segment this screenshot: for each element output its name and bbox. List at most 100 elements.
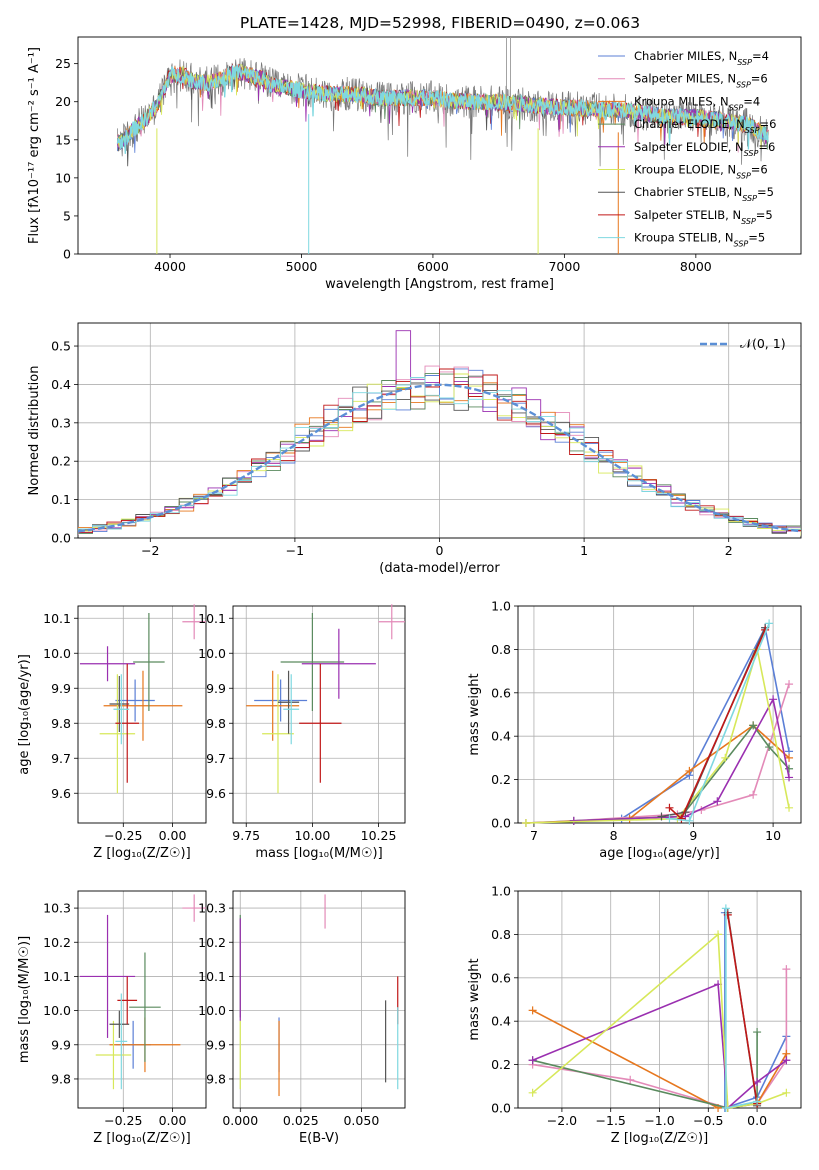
x-tick-label: 9.75 xyxy=(232,828,260,843)
x-axis-label: (data-model)/error xyxy=(379,561,500,576)
x-tick-label: 0.000 xyxy=(222,1113,258,1128)
mass-weight-line xyxy=(727,914,758,1104)
axes-frame xyxy=(77,322,802,539)
mass-weight-line xyxy=(724,912,788,1110)
y-axis-label: Normed distribution xyxy=(27,366,42,496)
y-tick-label: 10.0 xyxy=(43,646,71,661)
y-tick-label: 1.0 xyxy=(491,599,511,614)
mass-weight-line xyxy=(661,627,766,818)
x-tick-label: 6000 xyxy=(417,259,449,274)
y-tick-label: 0.0 xyxy=(491,1101,511,1116)
y-tick-label: 9.8 xyxy=(51,1071,71,1086)
x-tick-label: 1 xyxy=(580,543,588,558)
y-tick-label: 0.4 xyxy=(491,1014,511,1029)
mass-weight-line xyxy=(573,683,790,822)
mass-weight-marker xyxy=(713,797,722,806)
x-tick-label: −1 xyxy=(286,543,304,558)
y-tick-label: 0.8 xyxy=(491,642,511,657)
y-tick-label: 25 xyxy=(55,56,71,71)
y-tick-label: 0 xyxy=(63,247,71,262)
x-axis-label: Z [log₁₀(Z/Z☉)] xyxy=(93,846,190,861)
age-vs-Z-panel: −0.25 0.00 9.6 9.7 9.8 9.9 10.0 10.1 Z [log₁₀(Z/… xyxy=(17,604,207,861)
mass-weight-marker xyxy=(753,1028,762,1037)
y-tick-label: 9.9 xyxy=(206,1037,226,1052)
y-tick-label: 0.8 xyxy=(491,927,511,942)
mass-weight-line xyxy=(573,696,790,822)
mass-weight-marker xyxy=(765,743,774,752)
x-tick-label: 0 xyxy=(436,543,444,558)
mass-weight-marker xyxy=(769,695,778,704)
legend-entry: Kroupa MILES, NSSP=4 xyxy=(634,94,760,112)
x-axis-label: wavelength [Angstrom, rest frame] xyxy=(325,277,554,292)
axes-frame xyxy=(517,605,802,824)
mass-weight-marker xyxy=(657,812,666,821)
y-tick-label: 10.2 xyxy=(198,935,226,950)
y-tick-label: 10.0 xyxy=(43,1003,71,1018)
mass-weight-marker xyxy=(721,1104,730,1112)
axes-frame xyxy=(232,890,406,1109)
legend-entry: Salpeter STELIB, NSSP=5 xyxy=(634,208,773,226)
normal-reference-curve xyxy=(77,383,802,533)
y-tick-label: 9.9 xyxy=(206,681,226,696)
x-axis-label: age [log₁₀(age/yr)] xyxy=(599,846,720,861)
mass-weight-marker xyxy=(753,1097,762,1106)
mass-weight-marker xyxy=(749,721,758,730)
y-tick-label: 10.2 xyxy=(43,935,71,950)
legend-entry: Chabrier STELIB, NSSP=5 xyxy=(634,185,774,203)
mass-weight-marker xyxy=(528,1056,537,1065)
y-tick-label: 10.1 xyxy=(198,969,226,984)
x-tick-label: 2 xyxy=(725,543,733,558)
x-tick-label: 0.00 xyxy=(159,1113,187,1128)
x-tick-label: −2.0 xyxy=(547,1113,577,1128)
x-tick-label: 10.25 xyxy=(361,828,397,843)
y-tick-label: 0.2 xyxy=(491,1057,511,1072)
x-tick-label: 8 xyxy=(610,828,618,843)
y-axis-label: mass weight xyxy=(467,958,482,1040)
x-tick-label: 7 xyxy=(530,828,538,843)
y-tick-label: 10.0 xyxy=(198,1003,226,1018)
mass-weight-marker xyxy=(685,816,694,825)
legend-entry: Kroupa STELIB, NSSP=5 xyxy=(634,231,765,249)
legend-entry: Chabrier MILES, NSSP=4 xyxy=(634,49,769,67)
y-tick-label: 0.6 xyxy=(491,685,511,700)
y-tick-label: 1.0 xyxy=(491,884,511,899)
y-axis-label: mass weight xyxy=(467,673,482,755)
y-tick-label: 9.6 xyxy=(206,786,226,801)
y-tick-label: 0.0 xyxy=(491,816,511,831)
x-tick-label: −2 xyxy=(141,543,159,558)
x-tick-label: 9 xyxy=(689,828,697,843)
y-tick-label: 0.3 xyxy=(51,415,71,430)
y-tick-label: 9.8 xyxy=(206,1071,226,1086)
x-tick-label: 0.00 xyxy=(159,828,187,843)
y-tick-label: 10 xyxy=(55,170,71,185)
mass-weight-line xyxy=(668,629,766,821)
residuals-panel: −2 −1 0 1 2 0.0 0.1 0.2 0.3 0.4 0.5 (data-model)/er… xyxy=(27,322,802,576)
y-tick-label: 0.2 xyxy=(491,772,511,787)
x-tick-label: −0.25 xyxy=(104,1113,142,1128)
x-tick-label: 0.050 xyxy=(343,1113,379,1128)
weight-vs-age-panel: 7 8 9 10 0.0 0.2 0.4 0.6 0.8 1.0 age [log₁₀(age/yr… xyxy=(467,599,802,861)
y-tick-label: 9.6 xyxy=(51,786,71,801)
y-tick-label: 0.6 xyxy=(491,970,511,985)
y-tick-label: 0.1 xyxy=(51,492,71,507)
x-tick-label: −0.25 xyxy=(104,828,142,843)
x-tick-label: −1.0 xyxy=(644,1113,674,1128)
y-tick-label: 10.1 xyxy=(43,969,71,984)
legend-entry: Chabrier ELODIE, NSSP=6 xyxy=(634,117,776,135)
mass-weight-marker xyxy=(721,904,730,913)
mass-weight-marker xyxy=(782,1088,791,1097)
y-axis-label: age [log₁₀(age/yr)] xyxy=(17,654,32,775)
y-tick-label: 20 xyxy=(55,94,71,109)
y-tick-label: 9.7 xyxy=(206,751,226,766)
mass-vs-ebv-panel: 0.000 0.025 0.050 9.8 9.9 10.0 10.1 10.2 10.3 E(B… xyxy=(198,890,406,1146)
y-axis-label: Flux [fλ10⁻¹⁷ erg cm⁻² s⁻¹ A⁻¹] xyxy=(27,47,42,244)
mass-weight-marker xyxy=(528,1088,537,1097)
mass-weight-marker xyxy=(749,790,758,799)
mass-weight-marker xyxy=(785,803,794,812)
mass-weight-marker xyxy=(626,1075,635,1084)
legend-entry: Salpeter ELODIE, NSSP=6 xyxy=(634,140,775,158)
mass-weight-marker xyxy=(528,1006,537,1015)
spectrum-legend: Chabrier MILES, NSSP=4 Salpeter MILES, NS… xyxy=(598,49,776,248)
x-tick-label: 0.0 xyxy=(747,1113,767,1128)
y-tick-label: 9.9 xyxy=(51,681,71,696)
